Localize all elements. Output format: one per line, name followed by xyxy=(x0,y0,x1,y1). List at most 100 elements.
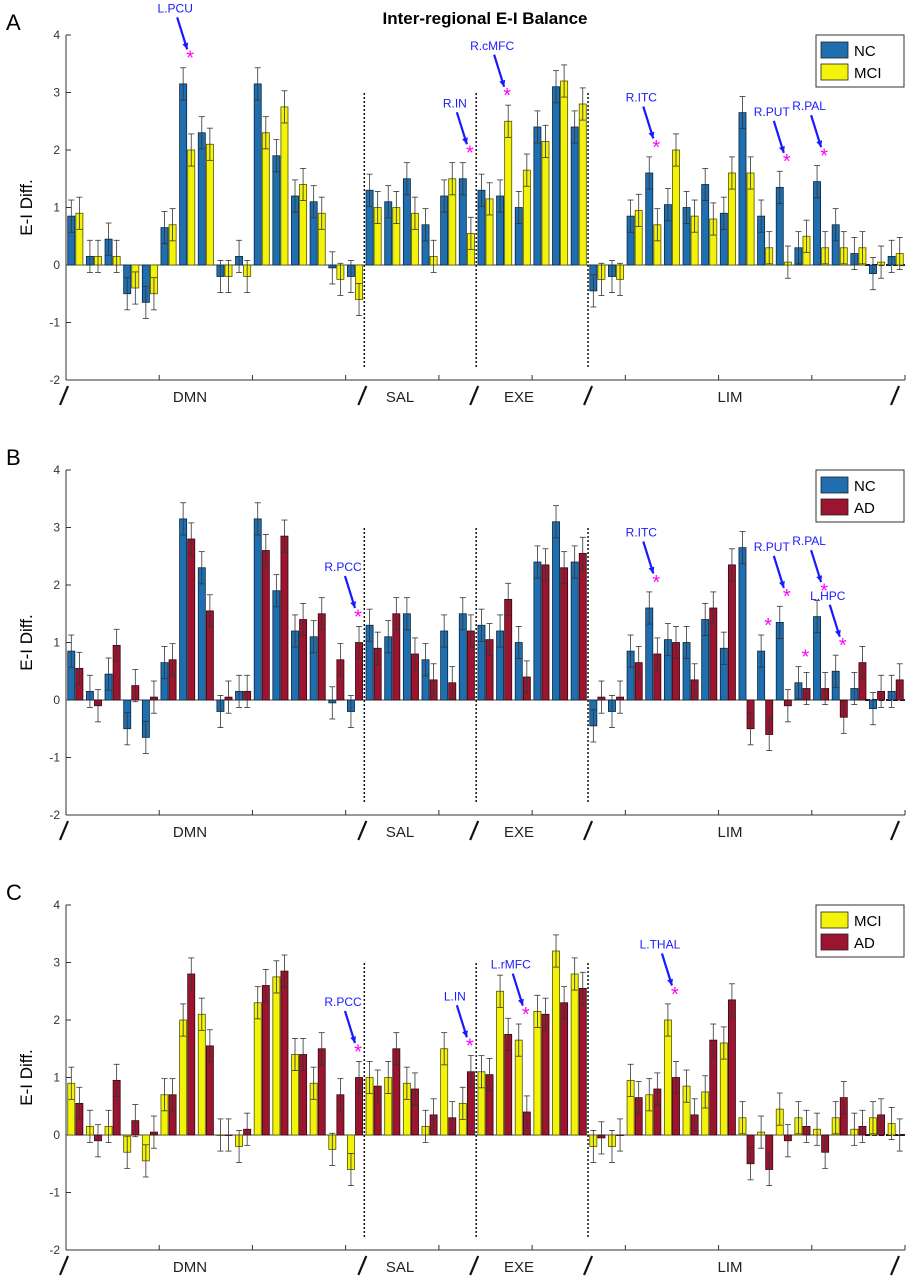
arrow-head xyxy=(667,978,673,986)
arrow-head xyxy=(182,42,189,50)
y-tick-label: 1 xyxy=(53,636,60,650)
bar-nc xyxy=(738,112,747,266)
y-tick-label: -1 xyxy=(49,751,60,765)
y-tick-label: 3 xyxy=(53,521,60,535)
network-label: SAL xyxy=(386,1259,414,1276)
significance-star: * xyxy=(783,151,791,173)
bar-ad xyxy=(560,567,569,701)
y-tick-label: 0 xyxy=(53,693,60,707)
arrow-head xyxy=(816,140,823,148)
panel-b: B E-I Diff. 4 3 2 1 0 -1 -2 * * * * * * * R.PCC R.ITC R.PU… xyxy=(6,445,906,841)
arrow-head xyxy=(779,580,785,588)
bar-nc xyxy=(533,561,542,701)
bar-ad xyxy=(578,552,587,701)
arrow-head xyxy=(834,629,841,637)
network-divider xyxy=(583,820,594,841)
y-axis-label: E-I Diff. xyxy=(17,1049,36,1105)
arrow-head xyxy=(462,137,468,145)
network-label: EXE xyxy=(504,824,534,841)
bar-mci xyxy=(197,1013,206,1136)
network-label: DMN xyxy=(173,1259,207,1276)
y-tick-label: 2 xyxy=(53,143,60,157)
bar-mci xyxy=(541,140,550,266)
bar-mci xyxy=(560,80,569,266)
legend-label: AD xyxy=(854,500,875,517)
bar-mci xyxy=(663,1019,672,1136)
bar-nc xyxy=(253,83,262,266)
bar-mci xyxy=(533,1010,542,1136)
y-tick-label: 2 xyxy=(53,578,60,592)
significance-star: * xyxy=(820,580,828,602)
annotation-label: R.ITC xyxy=(626,526,658,540)
network-divider xyxy=(357,385,368,406)
bar-nc xyxy=(179,518,188,701)
legend-label: NC xyxy=(854,43,876,60)
network-divider xyxy=(889,1255,901,1276)
significance-star: * xyxy=(671,984,679,1006)
significance-star: * xyxy=(466,1036,474,1058)
significance-star: * xyxy=(839,635,847,657)
annotation-label: R.PCC xyxy=(324,995,362,1009)
network-label: EXE xyxy=(504,1259,534,1276)
significance-star: * xyxy=(186,48,194,70)
network-divider xyxy=(357,1255,368,1276)
bar-mci xyxy=(261,132,270,266)
bar-mci xyxy=(253,1002,262,1136)
y-tick-label: -2 xyxy=(49,1243,60,1257)
bar-ad xyxy=(541,564,550,701)
legend-swatch xyxy=(820,498,849,516)
network-divider xyxy=(583,1255,594,1276)
y-axis-label: E-I Diff. xyxy=(17,614,36,670)
y-tick-label: 4 xyxy=(53,28,60,42)
bar-ad xyxy=(578,987,587,1136)
bar-ad xyxy=(261,550,270,701)
network-label: LIM xyxy=(717,389,742,406)
bar-mci xyxy=(205,143,214,266)
significance-star: * xyxy=(354,1041,362,1063)
annotation-label: L.THAL xyxy=(640,938,681,952)
legend: MCI AD xyxy=(815,904,905,958)
legend-label: MCI xyxy=(854,913,882,930)
bar-mci xyxy=(578,103,587,266)
network-label: SAL xyxy=(386,389,414,406)
arrow-head xyxy=(648,566,655,574)
legend-label: MCI xyxy=(854,65,882,82)
bar-ad xyxy=(280,535,289,701)
panel-label: A xyxy=(6,10,21,35)
network-divider xyxy=(889,820,901,841)
arrow-head xyxy=(350,1036,357,1043)
network-divider xyxy=(889,385,901,406)
arrow-head xyxy=(779,145,785,153)
network-label: DMN xyxy=(173,824,207,841)
significance-star: * xyxy=(764,615,772,637)
y-tick-label: 3 xyxy=(53,86,60,100)
arrow-head xyxy=(350,601,357,608)
bar-ad xyxy=(261,985,270,1136)
bar-ad xyxy=(560,1002,569,1136)
significance-star: * xyxy=(503,85,511,107)
y-tick-label: 0 xyxy=(53,1128,60,1142)
annotation-label: R.cMFC xyxy=(470,39,514,53)
panel-label: B xyxy=(6,445,21,470)
annotation-label: R.ITC xyxy=(626,91,658,105)
network-divider xyxy=(469,820,480,841)
bar-nc xyxy=(253,518,262,701)
bar-nc xyxy=(552,86,560,266)
significance-star: * xyxy=(466,143,474,165)
bar-mci xyxy=(672,149,680,266)
y-tick-label: 1 xyxy=(53,1071,60,1085)
legend-swatch xyxy=(820,933,849,951)
panel-a: A E-I Diff. 4 3 2 1 0 -1 -2 * * * * * * L.PCU R.IN R.cMFC… xyxy=(6,1,906,406)
bar-mci xyxy=(504,120,513,266)
legend: NC MCI xyxy=(815,34,905,88)
legend-label: NC xyxy=(854,478,876,495)
bar-ad xyxy=(187,973,196,1136)
bar-nc xyxy=(197,132,206,266)
arrow-head xyxy=(518,998,524,1006)
bar-mci xyxy=(187,149,196,266)
network-divider xyxy=(469,1255,480,1276)
y-tick-label: 1 xyxy=(53,201,60,215)
legend: NC AD xyxy=(815,469,905,523)
annotation-label: L.IN xyxy=(444,989,466,1003)
y-tick-label: 4 xyxy=(53,898,60,912)
